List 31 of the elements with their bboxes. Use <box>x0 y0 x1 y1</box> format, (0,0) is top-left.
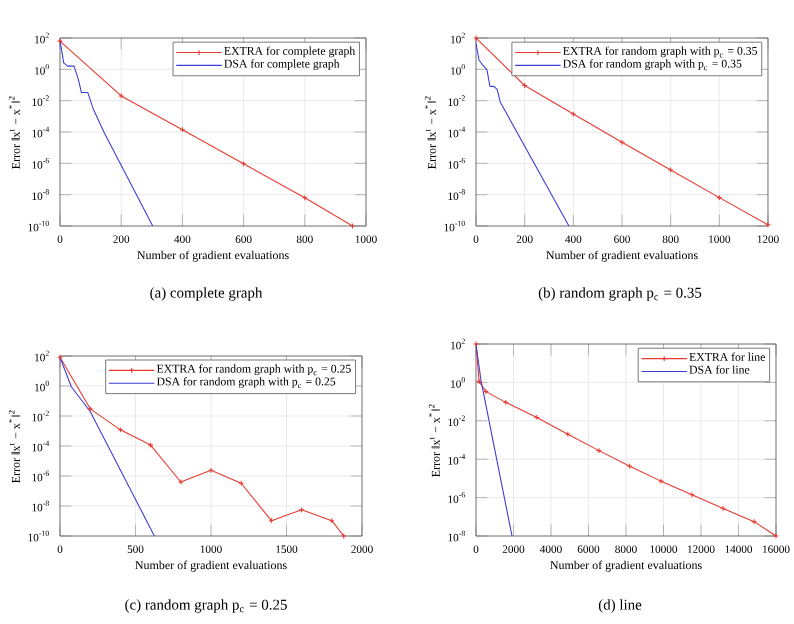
point <box>208 467 214 474</box>
point <box>177 479 184 485</box>
point <box>118 93 125 99</box>
point <box>238 480 245 487</box>
point <box>570 111 577 117</box>
point <box>476 378 483 385</box>
point <box>483 388 489 395</box>
point <box>301 194 308 201</box>
point <box>564 431 571 438</box>
point <box>619 139 625 146</box>
point <box>502 399 509 406</box>
point <box>117 426 124 433</box>
point <box>720 505 727 512</box>
point <box>667 166 674 173</box>
point <box>595 447 602 454</box>
point <box>716 194 723 201</box>
line-series <box>60 357 155 536</box>
point <box>179 126 186 133</box>
point <box>298 506 305 513</box>
point <box>87 405 94 412</box>
point <box>689 491 695 498</box>
point <box>658 478 664 485</box>
point <box>268 517 275 524</box>
point <box>328 517 335 524</box>
line-series <box>60 39 154 227</box>
point <box>240 160 247 167</box>
point <box>533 414 540 421</box>
point <box>521 82 528 89</box>
point <box>147 442 154 449</box>
point <box>751 518 758 525</box>
point <box>626 463 633 470</box>
